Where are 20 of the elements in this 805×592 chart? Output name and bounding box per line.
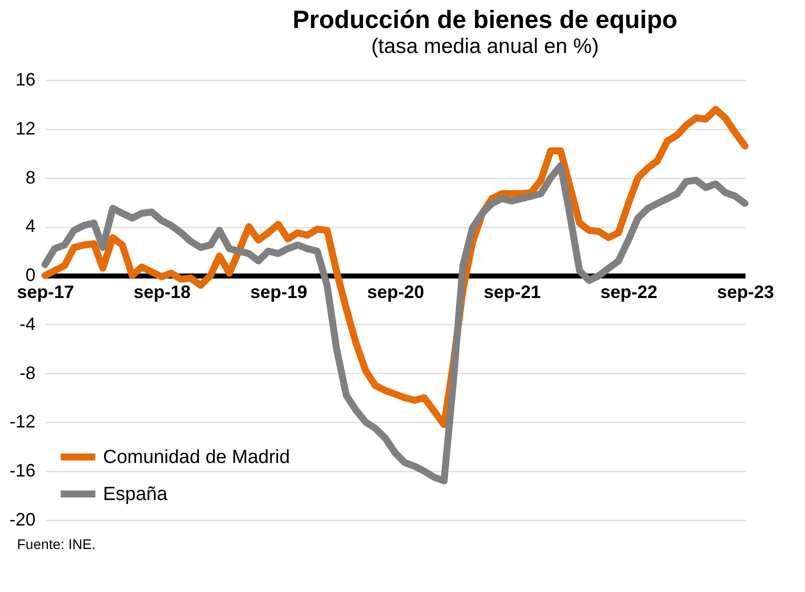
y-tick-label: -8	[19, 362, 36, 383]
chart-title: Producción de bienes de equipo	[292, 6, 678, 34]
y-tick-label: -16	[9, 460, 36, 481]
x-tick-label: sep-23	[716, 282, 774, 302]
y-tick-label: 12	[15, 118, 36, 138]
source-note: Fuente: INE.	[17, 536, 96, 552]
y-tick-label: 4	[25, 216, 36, 236]
y-tick-label: -12	[9, 412, 36, 432]
legend-label: España	[103, 484, 168, 505]
y-tick-label: 8	[25, 167, 36, 188]
x-tick-label: sep-22	[600, 282, 658, 302]
y-tick-label: 16	[15, 70, 36, 90]
x-tick-label: sep-19	[250, 282, 308, 302]
legend-label: Comunidad de Madrid	[103, 447, 290, 468]
x-tick-label: sep-21	[484, 282, 541, 302]
x-tick-label: sep-20	[367, 282, 424, 302]
chart-subtitle: (tasa media anual en %)	[371, 35, 599, 58]
x-tick-label: sep-18	[134, 282, 191, 302]
y-tick-label: -4	[19, 314, 36, 334]
y-tick-label: -20	[9, 510, 36, 530]
